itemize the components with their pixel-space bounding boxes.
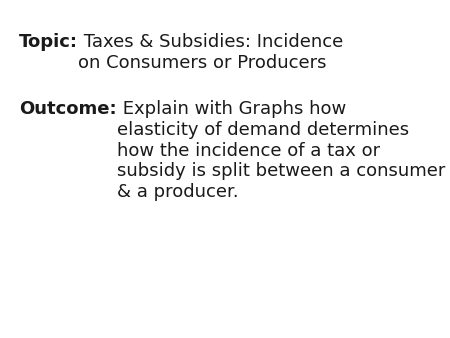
Text: Outcome:: Outcome: bbox=[19, 100, 117, 118]
Text: Taxes & Subsidies: Incidence
on Consumers or Producers: Taxes & Subsidies: Incidence on Consumer… bbox=[78, 33, 343, 72]
Text: Explain with Graphs how
elasticity of demand determines
how the incidence of a t: Explain with Graphs how elasticity of de… bbox=[117, 100, 445, 201]
Text: Topic:: Topic: bbox=[19, 33, 78, 51]
